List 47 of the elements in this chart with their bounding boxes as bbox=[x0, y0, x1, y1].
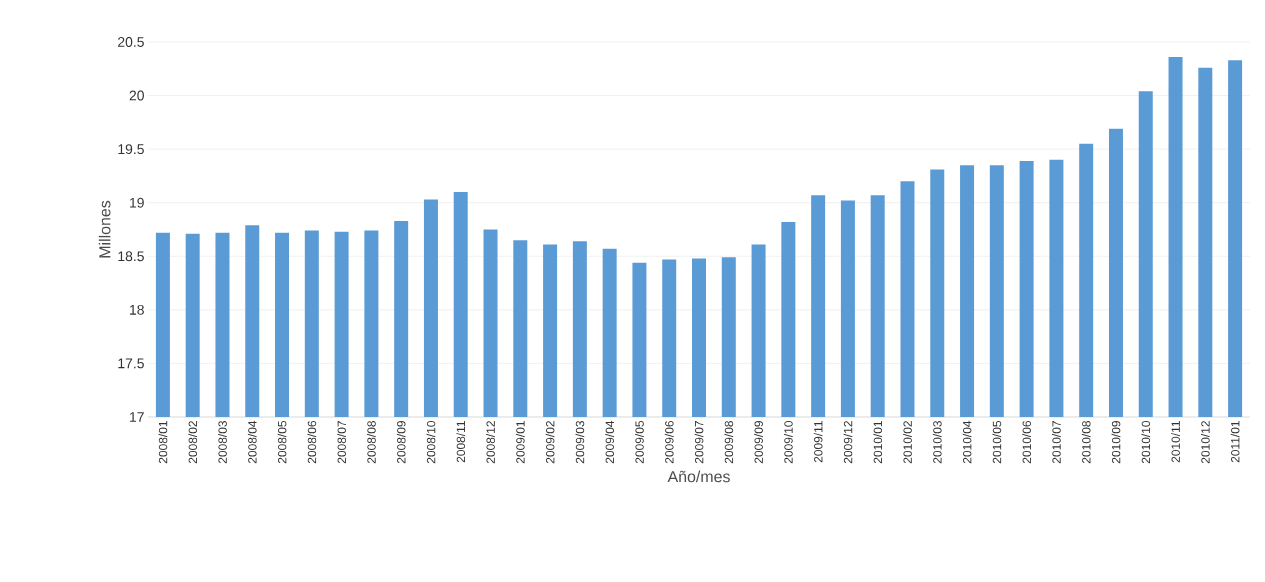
y-tick-label: 17 bbox=[130, 412, 144, 422]
y-tick-label: 18.5 bbox=[118, 251, 144, 262]
y-tick-label: 17.5 bbox=[118, 358, 144, 369]
x-tick-label: 2008/08 bbox=[367, 421, 376, 464]
x-tick-label: 2009/09 bbox=[754, 421, 763, 464]
x-tick-label: 2009/01 bbox=[515, 421, 525, 464]
y-axis-title: Millones bbox=[98, 200, 111, 258]
x-tick-label: 2009/10 bbox=[783, 420, 793, 464]
y-tick-label: 19.5 bbox=[118, 144, 144, 155]
x-tick-label: 2010/09 bbox=[1111, 421, 1121, 464]
y-tick-label: 20.5 bbox=[118, 37, 144, 47]
x-tick-label: 2008/06 bbox=[307, 421, 317, 464]
x-tick-label: 2010/04 bbox=[962, 420, 972, 464]
x-tick-label: 2010/12 bbox=[1200, 421, 1210, 464]
x-tick-label: 2010/08 bbox=[1081, 421, 1091, 464]
y-tick-label: 20 bbox=[129, 90, 144, 101]
x-tick-label: 2008/07 bbox=[337, 421, 346, 464]
x-tick-label: 2009/08 bbox=[724, 421, 734, 464]
x-tick-label: 2008/01 bbox=[158, 421, 168, 464]
x-tick-label: 2008/09 bbox=[396, 421, 406, 464]
x-tick-label: 2009/05 bbox=[635, 421, 644, 464]
x-tick-label: 2010/11 bbox=[1171, 421, 1180, 463]
x-tick-label: 2009/02 bbox=[545, 421, 555, 464]
x-tick-label: 2010/07 bbox=[1052, 421, 1061, 464]
x-tick-label: 2008/12 bbox=[486, 421, 495, 464]
x-tick-label: 2009/07 bbox=[694, 421, 704, 464]
x-tick-label: 2009/12 bbox=[843, 421, 853, 464]
x-tick-label: 2009/03 bbox=[575, 421, 585, 464]
x-tick-label: 2008/02 bbox=[188, 421, 198, 464]
x-tick-label: 2008/10 bbox=[426, 420, 436, 464]
x-tick-label: 2010/06 bbox=[1022, 421, 1031, 464]
x-tick-label: 2009/06 bbox=[664, 421, 674, 464]
x-tick-label: 2008/05 bbox=[277, 421, 287, 464]
x-tick-label: 2008/04 bbox=[247, 420, 257, 464]
x-tick-label: 2008/11 bbox=[456, 421, 466, 463]
x-axis-title: Año/mes bbox=[667, 470, 730, 483]
x-tick-label: 2010/03 bbox=[932, 421, 942, 464]
y-tick-label: 18 bbox=[130, 304, 144, 315]
x-tick-label: 2011/01 bbox=[1230, 421, 1240, 463]
x-tick-label: 2009/11 bbox=[813, 421, 823, 463]
x-tick-label: 2010/02 bbox=[903, 421, 912, 464]
x-tick-label: 2010/01 bbox=[873, 421, 883, 464]
x-tick-label: 2008/03 bbox=[218, 421, 227, 464]
x-tick-label: 2009/04 bbox=[605, 420, 615, 464]
y-tick-label: 19 bbox=[130, 197, 144, 208]
x-tick-label: 2010/10 bbox=[1141, 420, 1151, 464]
x-tick-label: 2010/05 bbox=[992, 421, 1002, 464]
